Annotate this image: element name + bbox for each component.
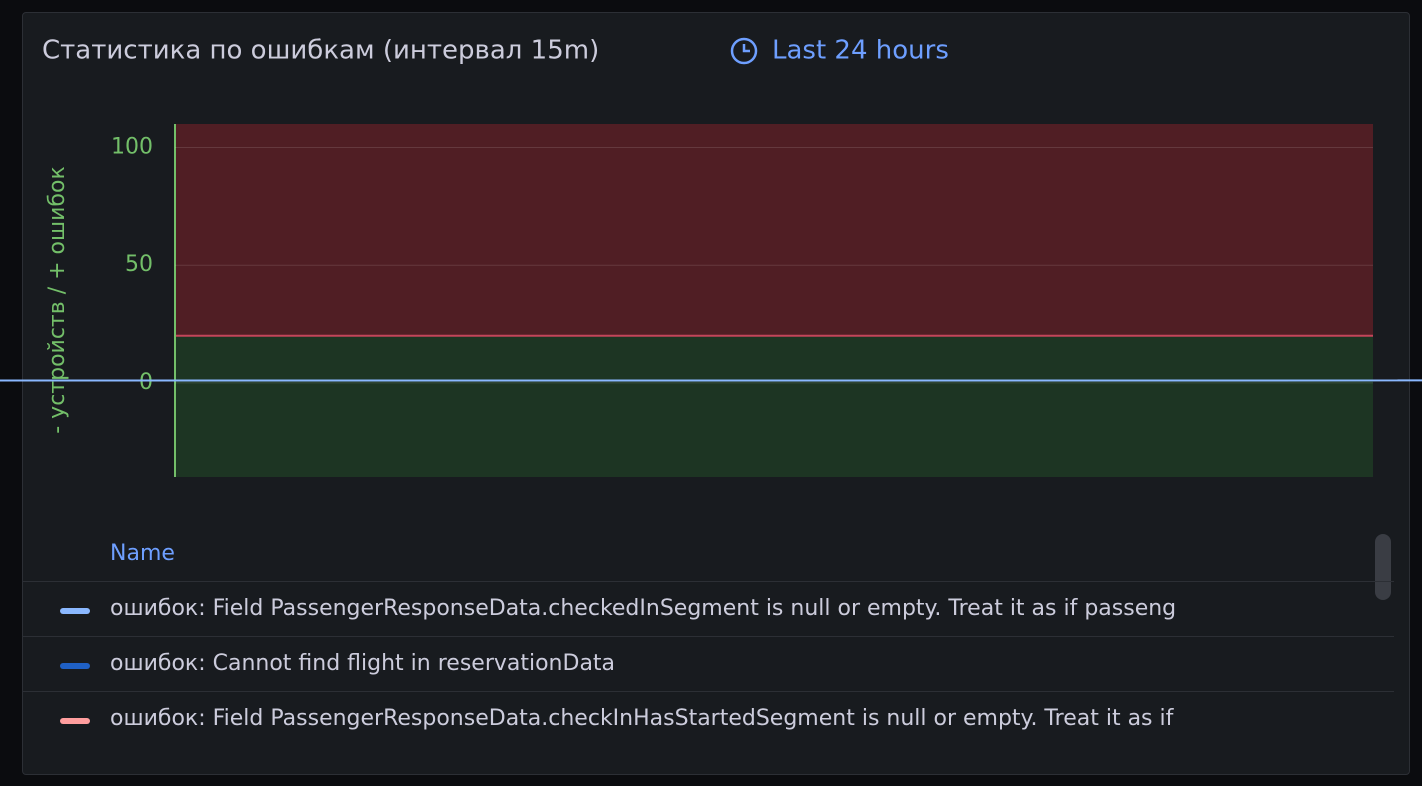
legend-header[interactable]: Name: [110, 541, 175, 566]
panel-title: Статистика по ошибкам (интервал 15m): [42, 36, 599, 66]
threshold-below: [175, 335, 1373, 477]
time-range[interactable]: Last 24 hours: [772, 36, 949, 66]
threshold-above: [175, 124, 1373, 336]
legend-swatch: [60, 663, 90, 669]
clock-hands: [742, 44, 750, 53]
y-tick-label: 0: [139, 370, 153, 395]
time-range-picker[interactable]: Last 24 hours: [730, 36, 949, 66]
legend-label[interactable]: ошибок: Cannot find flight in reservatio…: [110, 651, 616, 676]
legend-row[interactable]: ошибок: Field PassengerResponseData.chec…: [22, 581, 1394, 636]
y-tick-label: 100: [111, 135, 153, 160]
legend-swatch: [60, 718, 90, 724]
scrollbar[interactable]: [1375, 534, 1391, 600]
legend-row[interactable]: ошибок: Field PassengerResponseData.chec…: [22, 691, 1394, 746]
legend-row[interactable]: ошибок: Cannot find flight in reservatio…: [22, 636, 1394, 691]
y-axis-label: - устройств / + ошибок: [45, 166, 70, 434]
legend-label[interactable]: ошибок: Field PassengerResponseData.chec…: [110, 706, 1174, 731]
legend-label[interactable]: ошибок: Field PassengerResponseData.chec…: [110, 596, 1177, 621]
y-tick-label: 50: [125, 252, 153, 277]
clock-icon: [730, 37, 758, 65]
legend-swatch: [60, 608, 90, 614]
